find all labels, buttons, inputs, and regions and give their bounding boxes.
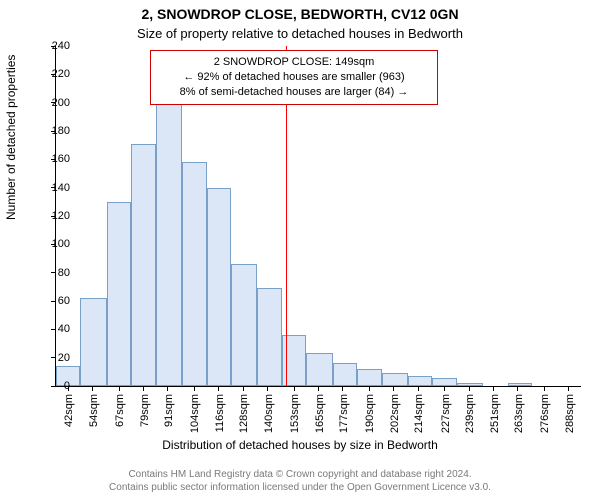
- histogram-bar: [457, 383, 483, 386]
- x-tick: [342, 386, 343, 391]
- x-tick: [469, 386, 470, 391]
- x-tick-label: 276sqm: [539, 394, 551, 433]
- x-tick-label: 153sqm: [289, 394, 301, 433]
- y-tick-label: 220: [52, 68, 70, 80]
- attribution-line2: Contains public sector information licen…: [0, 481, 600, 494]
- x-tick-label: 288sqm: [564, 394, 576, 433]
- x-tick-label: 202sqm: [389, 394, 401, 433]
- x-tick-label: 79sqm: [139, 394, 151, 427]
- histogram-bar: [432, 378, 456, 387]
- histogram-bar: [182, 162, 206, 386]
- y-tick-label: 200: [52, 97, 70, 109]
- x-tick-label: 140sqm: [263, 394, 275, 433]
- x-tick-label: 177sqm: [338, 394, 350, 433]
- x-tick-label: 190sqm: [364, 394, 376, 433]
- x-tick-label: 251sqm: [489, 394, 501, 433]
- x-tick-label: 239sqm: [464, 394, 476, 433]
- x-tick: [393, 386, 394, 391]
- y-tick-label: 180: [52, 125, 70, 137]
- y-tick-label: 40: [58, 323, 70, 335]
- x-tick: [218, 386, 219, 391]
- histogram-bar: [508, 383, 532, 386]
- histogram-bar: [408, 376, 432, 386]
- histogram-bar: [131, 144, 155, 386]
- y-tick-label: 100: [52, 238, 70, 250]
- histogram-bar: [357, 369, 381, 386]
- x-tick: [194, 386, 195, 391]
- y-tick: [51, 357, 56, 358]
- histogram-bar: [382, 373, 408, 386]
- x-tick: [568, 386, 569, 391]
- annotation-line3: 8% of semi-detached houses are larger (8…: [159, 85, 429, 100]
- y-tick: [51, 301, 56, 302]
- x-tick: [294, 386, 295, 391]
- x-tick-label: 54sqm: [88, 394, 100, 427]
- y-tick: [51, 329, 56, 330]
- annotation-line1: 2 SNOWDROP CLOSE: 149sqm: [159, 55, 429, 70]
- x-tick: [243, 386, 244, 391]
- y-tick-label: 0: [64, 380, 70, 392]
- x-tick: [418, 386, 419, 391]
- x-tick: [493, 386, 494, 391]
- y-tick: [51, 386, 56, 387]
- y-tick-label: 140: [52, 182, 70, 194]
- x-tick: [167, 386, 168, 391]
- x-tick-label: 214sqm: [413, 394, 425, 433]
- annotation-line2: ← 92% of detached houses are smaller (96…: [159, 70, 429, 85]
- x-tick-label: 67sqm: [114, 394, 126, 427]
- x-tick: [119, 386, 120, 391]
- x-tick-label: 104sqm: [189, 394, 201, 433]
- x-axis-label: Distribution of detached houses by size …: [0, 438, 600, 452]
- histogram-bar: [257, 288, 281, 386]
- x-tick: [143, 386, 144, 391]
- y-tick: [51, 272, 56, 273]
- attribution-text: Contains HM Land Registry data © Crown c…: [0, 468, 600, 494]
- x-tick-label: 116sqm: [214, 394, 226, 432]
- x-tick: [92, 386, 93, 391]
- x-tick-label: 227sqm: [440, 394, 452, 433]
- histogram-bar: [306, 353, 332, 386]
- y-tick-label: 80: [58, 267, 70, 279]
- histogram-bar: [333, 363, 357, 386]
- histogram-bar: [231, 264, 257, 386]
- x-tick: [267, 386, 268, 391]
- y-tick-label: 20: [58, 352, 70, 364]
- y-axis-label: Number of detached properties: [4, 55, 18, 220]
- x-tick-label: 165sqm: [314, 394, 326, 433]
- histogram-bar: [207, 188, 231, 386]
- histogram-bar: [156, 100, 182, 386]
- y-tick-label: 120: [52, 210, 70, 222]
- x-tick: [444, 386, 445, 391]
- x-tick: [517, 386, 518, 391]
- y-tick-label: 240: [52, 40, 70, 52]
- page-subtitle: Size of property relative to detached ho…: [0, 26, 600, 41]
- x-tick-label: 91sqm: [163, 394, 175, 427]
- x-tick-label: 128sqm: [238, 394, 250, 433]
- y-tick-label: 160: [52, 153, 70, 165]
- x-tick: [544, 386, 545, 391]
- x-tick: [369, 386, 370, 391]
- histogram-bar: [80, 298, 106, 386]
- attribution-line1: Contains HM Land Registry data © Crown c…: [0, 468, 600, 481]
- x-tick: [318, 386, 319, 391]
- x-tick-label: 263sqm: [513, 394, 525, 433]
- page-title-address: 2, SNOWDROP CLOSE, BEDWORTH, CV12 0GN: [0, 6, 600, 22]
- x-tick-label: 42sqm: [63, 394, 75, 427]
- y-tick-label: 60: [58, 295, 70, 307]
- histogram-bar: [107, 202, 131, 386]
- annotation-box: 2 SNOWDROP CLOSE: 149sqm ← 92% of detach…: [150, 50, 438, 105]
